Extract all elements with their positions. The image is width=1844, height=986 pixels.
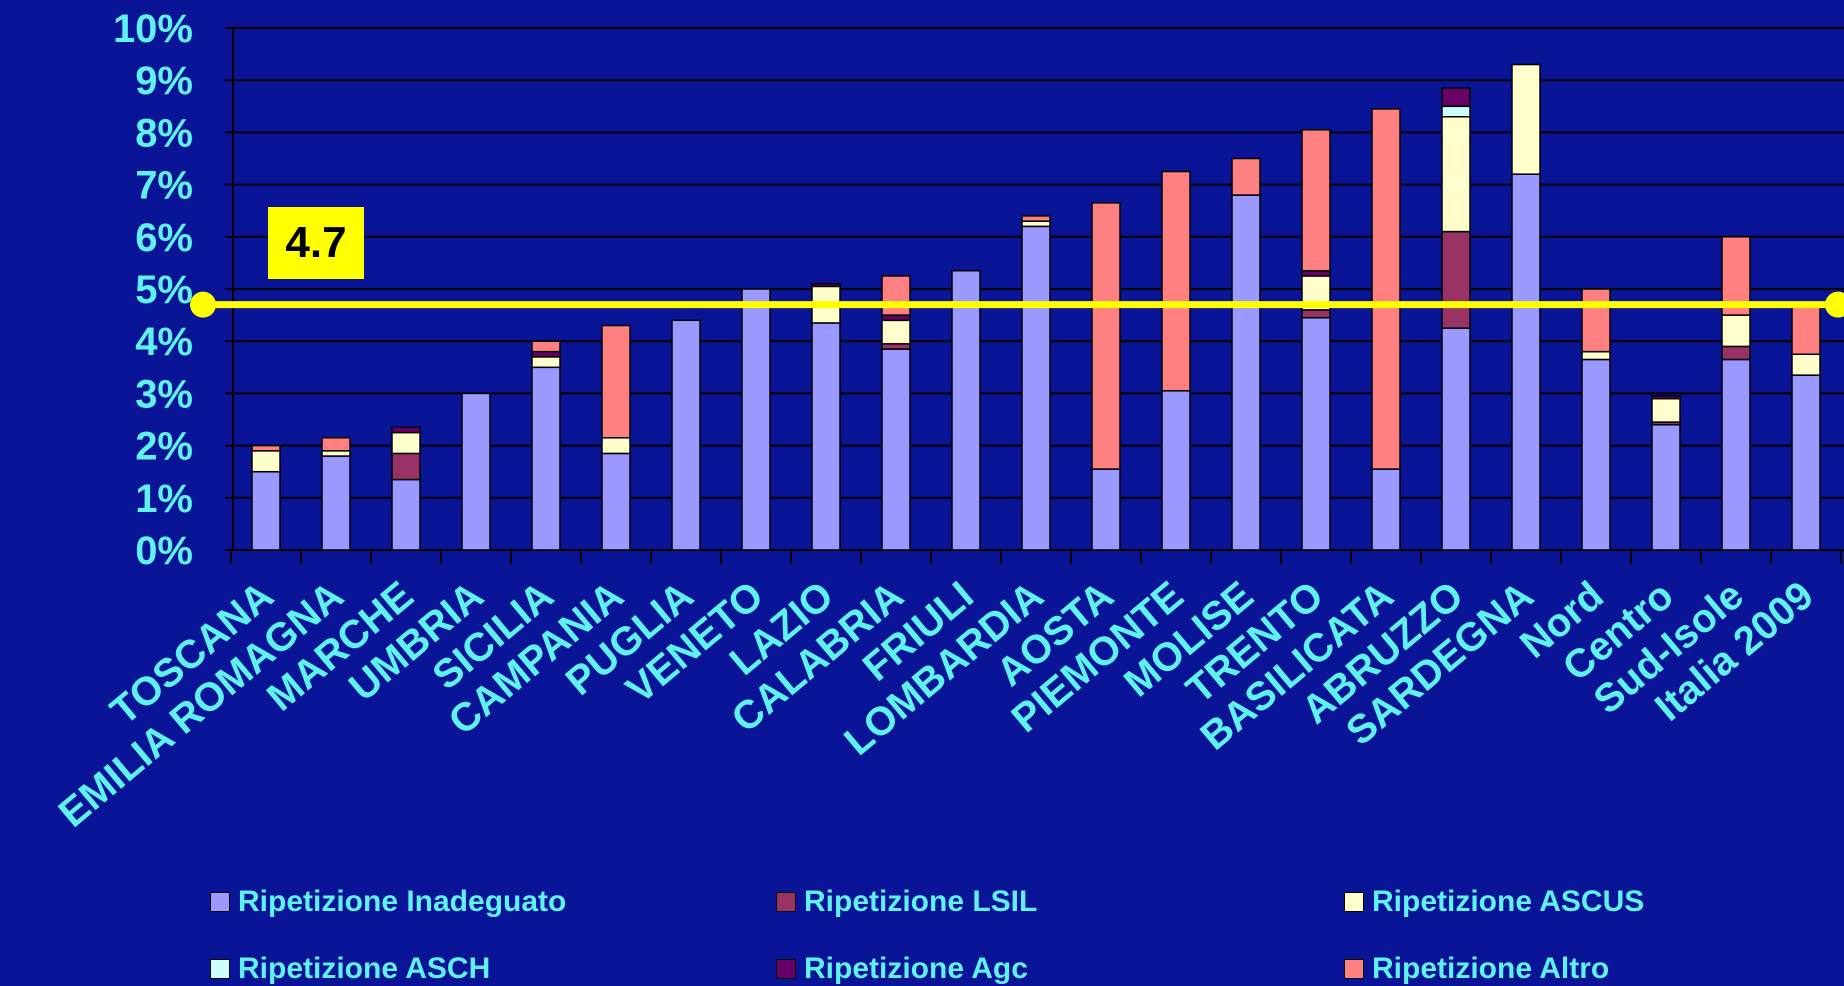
- y-tick-label: 3%: [135, 372, 193, 416]
- bar-segment-ripetizione-agc: [391, 426, 421, 434]
- legend-item: Ripetizione Agc: [776, 952, 1028, 986]
- bar-segment-ripetizione-ascus: [1581, 350, 1611, 361]
- bar-segment-ripetizione-ascus: [881, 319, 911, 345]
- y-tick-label: 0%: [135, 529, 193, 573]
- bar-segment-ripetizione-altro: [531, 340, 561, 353]
- bar-segment-ripetizione-inadeguato: [1021, 225, 1051, 551]
- bar-segment-ripetizione-inadeguato: [1441, 327, 1471, 551]
- bar-segment-ripetizione-altro: [1371, 108, 1401, 470]
- reference-line-marker: [190, 291, 216, 318]
- y-tick-label: 7%: [135, 164, 193, 208]
- legend-swatch: [210, 959, 230, 979]
- y-tick-label: 6%: [135, 216, 193, 260]
- bar-segment-ripetizione-inadeguato: [1721, 358, 1751, 551]
- bar-segment-ripetizione-agc: [811, 283, 841, 288]
- bar-segment-ripetizione-lsil: [881, 343, 911, 350]
- bar-segment-ripetizione-inadeguato: [671, 319, 701, 551]
- bar-segment-ripetizione-inadeguato: [391, 478, 421, 551]
- bar-segment-ripetizione-ascus: [1651, 397, 1681, 423]
- bar-segment-ripetizione-lsil: [1301, 309, 1331, 319]
- bar-segment-ripetizione-ascus: [1511, 63, 1541, 175]
- bar-segment-ripetizione-inadeguato: [321, 455, 351, 551]
- bar-segment-ripetizione-inadeguato: [1651, 423, 1681, 551]
- y-tick-label: 4%: [135, 320, 193, 364]
- bar-segment-ripetizione-inadeguato: [1371, 468, 1401, 551]
- reference-line-marker: [1825, 291, 1844, 318]
- bar-segment-ripetizione-altro: [321, 437, 351, 452]
- bar-segment-ripetizione-ascus: [321, 450, 351, 457]
- bar-segment-ripetizione-lsil: [1441, 230, 1471, 329]
- x-tick-label: EMILIA ROMAGNA: [51, 573, 352, 836]
- bar-segment-ripetizione-inadeguato: [251, 470, 281, 551]
- bar-segment-ripetizione-inadeguato: [1791, 374, 1821, 551]
- legend-label: Ripetizione ASCUS: [1372, 885, 1645, 918]
- bar-segment-ripetizione-inadeguato: [531, 366, 561, 551]
- bar-segment-ripetizione-altro: [1091, 202, 1121, 470]
- legend-label: Ripetizione Agc: [804, 952, 1028, 985]
- bar-segment-ripetizione-inadeguato: [811, 322, 841, 551]
- bar-segment-ripetizione-inadeguato: [1091, 468, 1121, 551]
- bar-segment-ripetizione-inadeguato: [1161, 390, 1191, 551]
- y-tick-label: 5%: [135, 268, 193, 312]
- bar-segment-ripetizione-inadeguato: [881, 348, 911, 551]
- legend-swatch: [210, 892, 230, 912]
- reference-value-label: 4.7: [268, 207, 364, 279]
- bar-segment-ripetizione-altro: [881, 275, 911, 316]
- legend-swatch: [776, 892, 796, 912]
- bar-segment-ripetizione-agc: [531, 350, 561, 358]
- bar-segment-ripetizione-ascus: [391, 431, 421, 455]
- legend-item: Ripetizione LSIL: [776, 885, 1037, 919]
- bar-segment-ripetizione-inadeguato: [951, 269, 981, 551]
- bar-segment-ripetizione-agc: [881, 314, 911, 322]
- bar-segment-ripetizione-altro: [1791, 301, 1821, 355]
- bar-segment-ripetizione-ascus: [1791, 353, 1821, 376]
- bar-segment-ripetizione-ascus: [251, 450, 281, 473]
- legend-label: Ripetizione Altro: [1372, 952, 1610, 985]
- bar-segment-ripetizione-inadeguato: [461, 392, 491, 551]
- bar-segment-ripetizione-inadeguato: [1581, 358, 1611, 551]
- bar-segment-ripetizione-ascus: [1021, 220, 1051, 228]
- legend-item: Ripetizione Inadeguato: [210, 885, 566, 919]
- bar-segment-ripetizione-altro: [1161, 170, 1191, 392]
- bar-segment-ripetizione-ascus: [1721, 314, 1751, 348]
- bar-segment-ripetizione-lsil: [391, 452, 421, 481]
- legend-label: Ripetizione ASCH: [238, 952, 491, 985]
- legend: Ripetizione Inadeguato Ripetizione LSIL Ri…: [0, 870, 1844, 986]
- bar-segment-ripetizione-agc: [1441, 87, 1471, 108]
- bar-segment-ripetizione-inadeguato: [601, 452, 631, 551]
- bar-segment-ripetizione-inadeguato: [1231, 194, 1261, 551]
- bar-segment-ripetizione-ascus: [1441, 115, 1471, 233]
- bar-segment-ripetizione-altro: [601, 324, 631, 439]
- bar-segment-ripetizione-agc: [1651, 395, 1681, 400]
- bar-segment-ripetizione-agc: [1301, 269, 1331, 277]
- legend-swatch: [1344, 959, 1364, 979]
- legend-item: Ripetizione ASCH: [210, 952, 490, 986]
- legend-label: Ripetizione Inadeguato: [238, 885, 567, 918]
- bar-segment-ripetizione-altro: [1021, 215, 1051, 222]
- y-tick-label: 9%: [135, 59, 193, 103]
- y-tick-label: 1%: [135, 477, 193, 521]
- bar-segment-ripetizione-altro: [1301, 129, 1331, 272]
- y-tick-label: 8%: [135, 111, 193, 155]
- y-tick-label: 10%: [113, 7, 193, 51]
- bar-segment-ripetizione-inadeguato: [1301, 316, 1331, 551]
- y-tick-label: 2%: [135, 425, 193, 469]
- bar-segment-ripetizione-altro: [1581, 288, 1611, 353]
- bar-segment-ripetizione-altro: [251, 444, 281, 452]
- bar-segment-ripetizione-ascus: [531, 356, 561, 369]
- bar-segment-ripetizione-inadeguato: [741, 288, 771, 551]
- bar-segment-ripetizione-ascus: [601, 437, 631, 455]
- legend-item: Ripetizione ASCUS: [1344, 885, 1644, 919]
- bar-segment-ripetizione-inadeguato: [1511, 173, 1541, 551]
- bar-segment-ripetizione-lsil: [1721, 345, 1751, 361]
- bar-segment-ripetizione-altro: [1231, 157, 1261, 196]
- bar-segment-ripetizione-asch: [1441, 105, 1471, 118]
- legend-item: Ripetizione Altro: [1344, 952, 1609, 986]
- legend-swatch: [1344, 892, 1364, 912]
- legend-label: Ripetizione LSIL: [804, 885, 1038, 918]
- legend-swatch: [776, 959, 796, 979]
